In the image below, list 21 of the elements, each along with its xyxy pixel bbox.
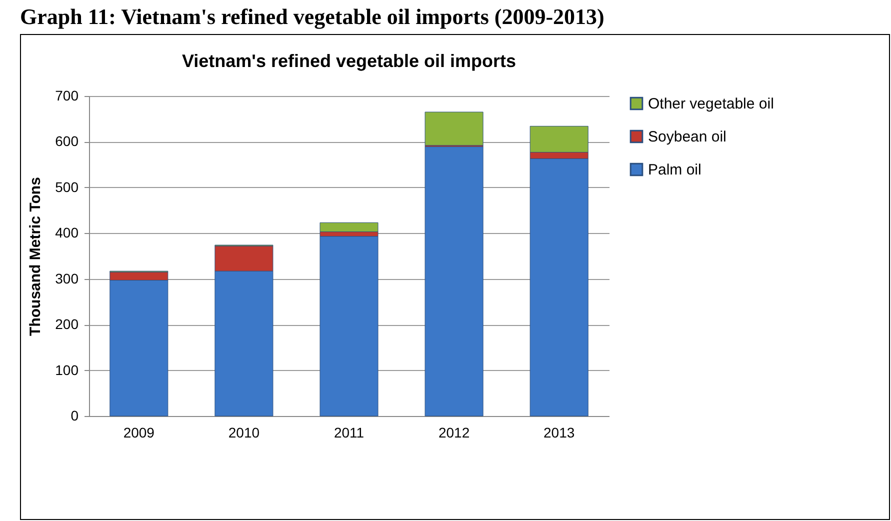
y-tick-label: 600 <box>55 133 79 150</box>
legend-label: Soybean oil <box>648 128 726 146</box>
y-tick-label: 700 <box>55 88 79 104</box>
bar <box>320 236 378 416</box>
y-tick-label: 300 <box>55 270 79 286</box>
y-tick-label: 0 <box>70 408 79 424</box>
y-tick-label: 400 <box>55 224 79 241</box>
y-tick-label: 100 <box>55 362 79 378</box>
y-tick-label: 500 <box>55 178 79 195</box>
legend-label: Palm oil <box>648 162 702 178</box>
y-axis-title: Thousand Metric Tons <box>27 177 44 336</box>
y-tick-label: 200 <box>55 316 79 332</box>
x-tick-label: 2011 <box>334 424 364 440</box>
bar <box>320 222 378 232</box>
x-tick-label: 2013 <box>544 424 575 440</box>
x-tick-label: 2012 <box>438 424 470 440</box>
chart-subtitle: Vietnam's refined vegetable oil imports <box>182 51 516 71</box>
legend-label: Other vegetable oil <box>648 96 774 112</box>
chart-title: Graph 11: Vietnam's refined vegetable oil imports (2009-2013) <box>19 3 606 30</box>
x-tick-label: 2009 <box>123 424 155 440</box>
x-tick-label: 2010 <box>228 424 260 440</box>
